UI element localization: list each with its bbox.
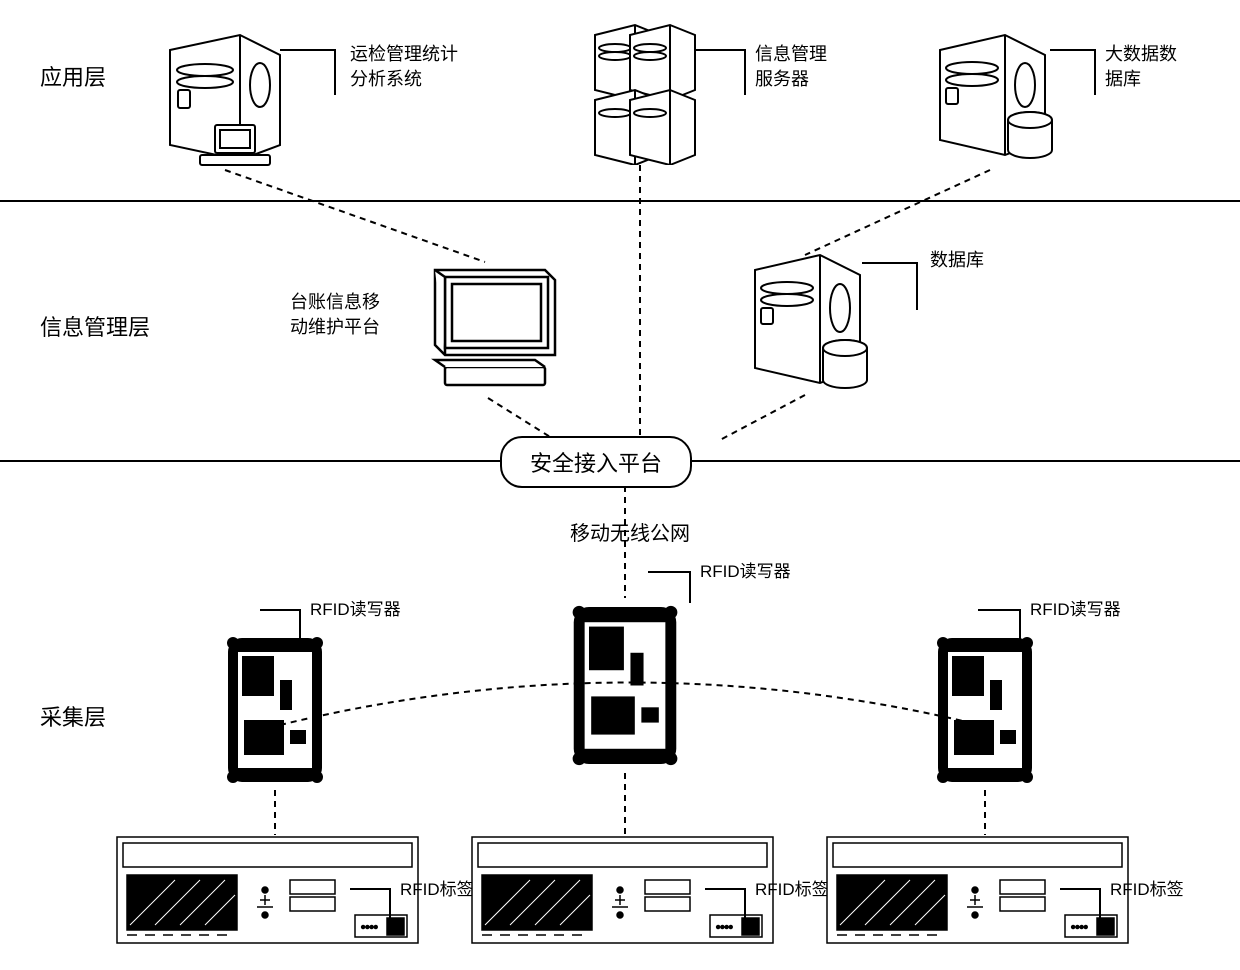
security-platform-box: 安全接入平台 — [500, 436, 692, 488]
